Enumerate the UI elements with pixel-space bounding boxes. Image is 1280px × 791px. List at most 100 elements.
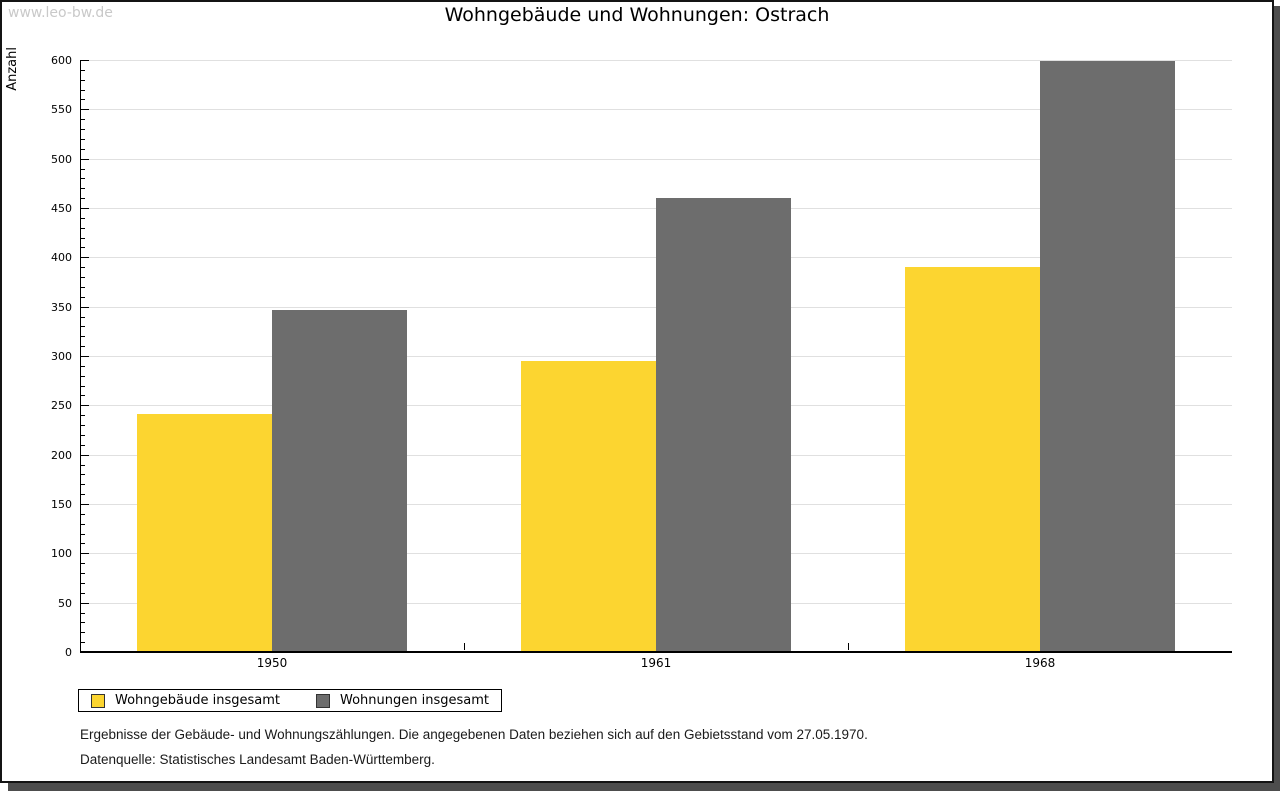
y-axis-label: Anzahl bbox=[5, 47, 20, 91]
y-tick bbox=[81, 79, 85, 81]
y-tick bbox=[81, 444, 85, 446]
bar-series-0-1950 bbox=[137, 414, 272, 651]
bar-series-0-1961 bbox=[521, 360, 656, 651]
y-tick bbox=[81, 563, 85, 565]
y-tick bbox=[81, 642, 85, 644]
y-tick bbox=[81, 129, 85, 131]
y-tick bbox=[81, 602, 89, 604]
y-tick bbox=[81, 582, 85, 584]
y-tick bbox=[81, 346, 85, 348]
y-tick bbox=[81, 237, 85, 239]
y-tick bbox=[81, 257, 89, 259]
y-tick bbox=[81, 158, 89, 160]
y-tick bbox=[81, 336, 85, 338]
y-tick bbox=[81, 385, 85, 387]
chart-title: Wohngebäude und Wohnungen: Ostrach bbox=[444, 4, 830, 26]
y-tick bbox=[81, 365, 85, 367]
y-tick bbox=[81, 543, 85, 545]
y-tick-label: 0 bbox=[65, 646, 72, 659]
x-boundary-tick bbox=[848, 643, 849, 650]
frame-shadow-right bbox=[1274, 6, 1280, 791]
gridline bbox=[81, 109, 1232, 111]
watermark: www.leo-bw.de bbox=[8, 5, 113, 21]
x-boundary-tick bbox=[464, 643, 465, 650]
y-tick bbox=[81, 415, 85, 417]
y-tick bbox=[81, 326, 85, 328]
y-tick bbox=[81, 99, 85, 101]
x-tick-label: 1968 bbox=[1024, 656, 1056, 670]
x-axis-line bbox=[80, 651, 1232, 653]
gridline bbox=[81, 60, 1232, 61]
legend-swatch-wohnungen bbox=[316, 693, 330, 708]
bar-series-1-1961 bbox=[656, 198, 791, 651]
y-tick bbox=[81, 405, 89, 407]
y-tick bbox=[81, 198, 85, 200]
y-tick bbox=[81, 188, 85, 190]
y-tick bbox=[81, 523, 85, 525]
y-tick bbox=[81, 395, 85, 397]
y-tick-label: 350 bbox=[51, 300, 72, 314]
legend-label-wohnungen: Wohnungen insgesamt bbox=[340, 693, 489, 708]
y-tick bbox=[81, 484, 85, 486]
y-tick bbox=[81, 168, 85, 170]
y-tick bbox=[81, 69, 85, 71]
y-tick bbox=[81, 148, 85, 150]
y-tick bbox=[81, 464, 85, 466]
bar-series-1-1950 bbox=[272, 309, 407, 651]
y-tick bbox=[81, 632, 85, 634]
y-tick bbox=[81, 60, 89, 61]
y-tick bbox=[81, 425, 85, 427]
legend-swatch-wohngebaeude bbox=[91, 693, 105, 708]
y-tick bbox=[81, 434, 85, 436]
y-tick bbox=[81, 89, 85, 91]
y-tick bbox=[81, 504, 89, 505]
y-tick bbox=[81, 513, 85, 515]
y-tick-label: 100 bbox=[51, 547, 72, 561]
y-tick bbox=[81, 375, 85, 377]
plot-area: 50 100 150 200 250 300 350 400 450 500 550 600 0 1950… bbox=[51, 54, 1232, 670]
y-tick bbox=[81, 474, 85, 476]
y-tick-label: 400 bbox=[51, 251, 72, 265]
y-tick bbox=[81, 306, 89, 308]
y-tick bbox=[81, 267, 85, 269]
y-tick bbox=[81, 217, 85, 219]
y-tick bbox=[81, 454, 89, 456]
y-tick bbox=[81, 227, 85, 229]
y-tick-label: 600 bbox=[51, 54, 72, 67]
legend: Wohngebäude insgesamt Wohnungen insgesam… bbox=[78, 689, 502, 712]
y-tick-label: 450 bbox=[51, 202, 72, 215]
y-tick bbox=[81, 286, 85, 288]
y-axis-line bbox=[80, 60, 81, 652]
y-tick bbox=[81, 573, 85, 575]
gridline bbox=[81, 158, 1232, 160]
y-tick bbox=[81, 247, 85, 249]
frame-shadow-bottom bbox=[8, 783, 1280, 791]
y-tick-label: 150 bbox=[51, 498, 72, 511]
legend-item-wohnungen: Wohnungen insgesamt bbox=[316, 693, 489, 708]
x-tick-label: 1961 bbox=[640, 656, 672, 670]
y-tick bbox=[81, 109, 89, 111]
y-tick bbox=[81, 533, 85, 535]
y-tick bbox=[81, 138, 85, 140]
legend-item-wohngebaeude: Wohngebäude insgesamt bbox=[91, 693, 280, 708]
y-tick-label: 300 bbox=[51, 350, 72, 363]
y-tick bbox=[81, 277, 85, 279]
y-tick-label: 200 bbox=[51, 448, 72, 462]
y-tick bbox=[81, 119, 85, 121]
legend-label-wohngebaeude: Wohngebäude insgesamt bbox=[115, 693, 280, 708]
bar-series-0-1968 bbox=[905, 267, 1040, 651]
footnote-data-source: Datenquelle: Statistisches Landesamt Bad… bbox=[80, 752, 435, 767]
y-tick bbox=[81, 208, 89, 209]
y-tick bbox=[81, 316, 85, 318]
x-tick-label: 1950 bbox=[256, 656, 288, 670]
y-tick bbox=[81, 494, 85, 496]
y-tick bbox=[81, 592, 85, 594]
y-tick bbox=[81, 296, 85, 298]
y-tick bbox=[81, 178, 85, 180]
y-tick bbox=[81, 356, 89, 357]
y-tick bbox=[81, 622, 85, 624]
y-tick-label: 50 bbox=[58, 596, 72, 610]
footnote-source-note: Ergebnisse der Gebäude- und Wohnungszähl… bbox=[80, 727, 868, 742]
bar-series-1-1968 bbox=[1040, 60, 1175, 651]
